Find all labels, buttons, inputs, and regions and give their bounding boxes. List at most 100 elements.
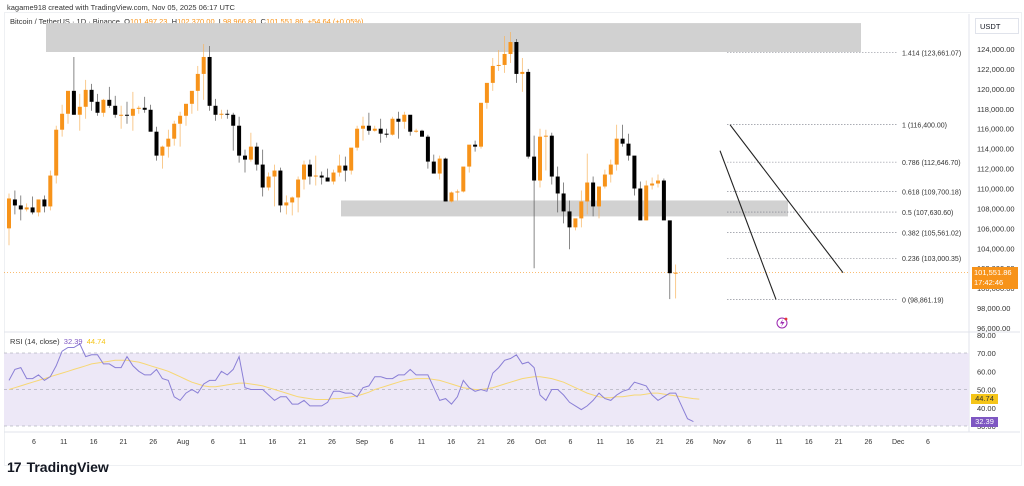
candle-down	[408, 114, 413, 132]
candle-up	[302, 164, 306, 180]
close-label: C	[260, 17, 266, 26]
candle-up	[130, 108, 135, 116]
price-tick: 120,000.00	[977, 85, 1015, 94]
candle-up	[496, 64, 501, 66]
candle-down	[254, 146, 259, 165]
tradingview-logo[interactable]: 17 TradingView	[7, 459, 109, 475]
symbol-legend: Bitcoin / TetherUS · 1D · Binance O101,4…	[10, 17, 364, 26]
time-tick: 6	[32, 439, 36, 446]
candle-down	[237, 125, 242, 156]
candle-down	[420, 130, 424, 137]
rsi-title: RSI (14, close)	[10, 337, 60, 346]
candle-up	[313, 175, 318, 177]
candle-up	[337, 165, 342, 173]
time-tick: Sep	[356, 439, 369, 446]
time-tick: 11	[597, 439, 604, 446]
price-tick: 110,000.00	[977, 184, 1014, 193]
price-tick: 108,000.00	[977, 204, 1015, 213]
time-tick: Oct	[535, 439, 546, 446]
time-tick: 26	[686, 439, 694, 446]
symbol-title[interactable]: Bitcoin / TetherUS · 1D · Binance	[10, 17, 120, 26]
time-tick: 11	[239, 439, 246, 446]
notification-dot	[784, 317, 788, 321]
candle-down	[343, 165, 348, 171]
candle-up	[650, 183, 655, 186]
price-tick: 104,000.00	[977, 244, 1015, 253]
candle-up	[673, 272, 678, 274]
candle-up	[189, 90, 194, 104]
high-label: H	[171, 17, 178, 26]
fib-level-label: 1 (116,400.00)	[902, 123, 947, 130]
candle-up	[266, 176, 271, 188]
candle-up	[455, 191, 460, 193]
candle-down	[148, 109, 153, 132]
candle-up	[355, 128, 360, 148]
candle-up	[644, 185, 649, 221]
candle-down	[549, 135, 554, 177]
price-tick: 114,000.00	[977, 145, 1014, 154]
fib-level-label: 0.236 (103,000.35)	[902, 256, 961, 263]
candle-down	[620, 138, 625, 144]
rsi-ma-value: 44.74	[86, 337, 106, 346]
candle-up	[437, 158, 442, 174]
lightning-marker-icon	[776, 317, 788, 329]
bar-countdown: 17:42:46	[974, 278, 1004, 287]
last-price-value: 101,551.86	[974, 268, 1012, 277]
price-tick: 124,000.00	[977, 45, 1015, 54]
candle-down	[667, 220, 672, 274]
candle-down	[325, 177, 330, 182]
currency-selector[interactable]: USDT	[975, 18, 1019, 34]
rsi-legend[interactable]: RSI (14, close) 32.39 44.74	[10, 337, 106, 346]
candle-up	[296, 179, 301, 198]
candle-up	[166, 138, 171, 147]
candle-down	[260, 164, 265, 188]
rsi-ma-line	[8, 359, 700, 400]
candle-down	[526, 71, 531, 157]
candle-down	[231, 114, 236, 126]
tradingview-logo-icon: 17	[7, 459, 22, 475]
candle-up	[402, 114, 407, 122]
candle-up	[508, 42, 513, 54]
open-value: 101,497.23	[129, 17, 168, 26]
candle-up	[60, 113, 65, 130]
candle-down	[243, 155, 247, 160]
price-tick: 106,000.00	[977, 224, 1015, 233]
price-tick: 98,000.00	[977, 304, 1010, 313]
candle-up	[467, 144, 472, 167]
candle-down	[89, 89, 94, 102]
candle-up	[77, 106, 82, 115]
time-tick: 11	[60, 439, 67, 446]
candle-down	[42, 199, 47, 207]
candle-up	[178, 115, 183, 124]
candle-up	[219, 113, 224, 115]
candle-down	[154, 131, 159, 156]
tradingview-brand: TradingView	[26, 459, 109, 475]
candle-up	[543, 135, 548, 137]
candle-down	[591, 182, 596, 207]
last-price-label: 101,551.86 17:42:46	[972, 267, 1018, 289]
candle-down	[532, 156, 537, 181]
time-tick: 11	[775, 439, 782, 446]
candle-up	[172, 123, 177, 139]
candle-down	[307, 164, 312, 177]
candle-down	[71, 90, 76, 115]
candle-up	[602, 174, 607, 187]
candle-down	[626, 143, 631, 156]
candle-up	[479, 102, 483, 147]
time-tick: 6	[568, 439, 572, 446]
chart-credit: kagame918 created with TradingView.com, …	[7, 3, 235, 12]
price-tick: 122,000.00	[977, 65, 1015, 74]
candle-up	[484, 82, 489, 103]
time-tick: 21	[298, 439, 306, 446]
candle-down	[18, 205, 23, 210]
time-tick: Aug	[177, 439, 190, 446]
fib-level-label: 0.382 (105,561.02)	[902, 231, 961, 238]
candle-up	[597, 186, 601, 207]
wedge-upper-trendline	[729, 124, 844, 274]
candle-up	[272, 170, 277, 177]
candle-up	[361, 125, 365, 129]
price-tick: 112,000.00	[977, 165, 1014, 174]
rsi-line	[8, 343, 694, 423]
candle-up	[579, 201, 584, 219]
